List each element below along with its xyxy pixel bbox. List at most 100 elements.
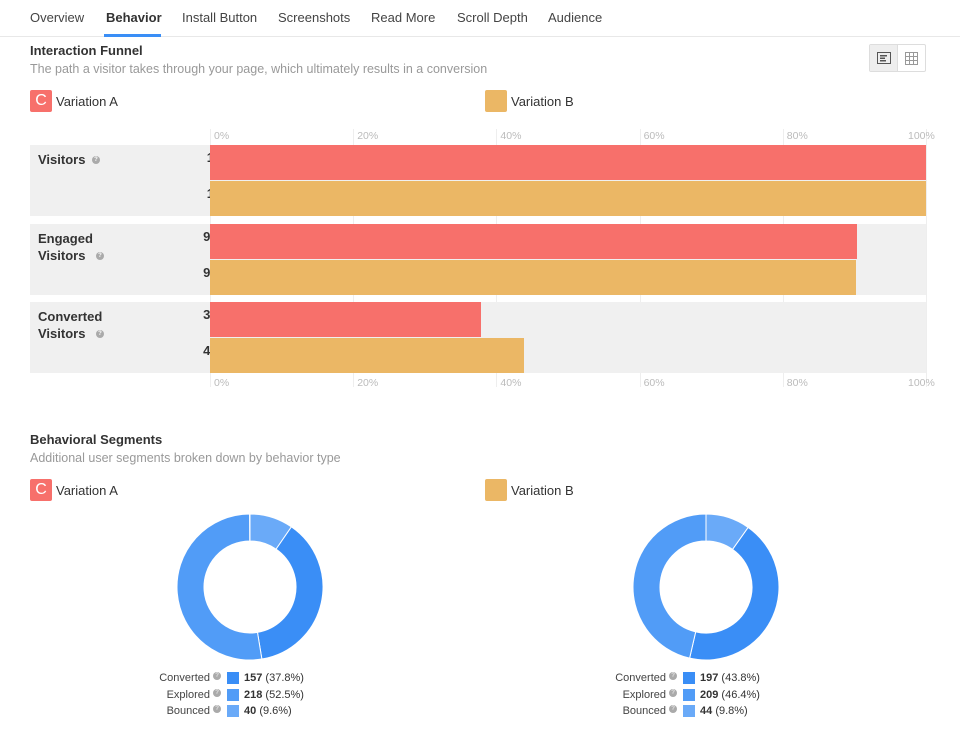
segment-count: 218 <box>244 688 263 701</box>
segment-legend: Converted? 197 (43.8%) Explored? 209 (46.4%… <box>586 670 760 720</box>
segments-subtitle: Additional user segments broken down by … <box>30 451 341 465</box>
tab-bar: Overview Behavior Install Button Screens… <box>0 0 960 37</box>
segment-count: 197 <box>700 672 719 685</box>
bar-chart-icon <box>876 52 891 64</box>
segment-swatch <box>227 672 239 685</box>
help-icon[interactable]: ? <box>213 688 221 697</box>
help-icon[interactable]: ? <box>213 705 221 714</box>
axis-tick-top: 40% <box>500 130 522 142</box>
tab-install-button[interactable]: Install Button <box>182 10 258 25</box>
help-icon[interactable]: ? <box>96 330 104 338</box>
segment-percent: (43.8%) <box>721 672 760 685</box>
segment-name: Explored <box>622 688 666 701</box>
stage-label-text: Engaged Visitors <box>38 231 93 263</box>
funnel-bar-variation-b[interactable] <box>210 260 856 295</box>
legend-label: Variation B <box>511 482 574 498</box>
donut-slice-converted[interactable] <box>256 526 324 660</box>
segment-count: 40 <box>244 705 257 718</box>
segment-legend-row: Converted? 197 (43.8%) <box>586 670 760 687</box>
funnel-subtitle: The path a visitor takes through your pa… <box>30 62 488 76</box>
axis-tick-top: 80% <box>786 130 808 142</box>
segment-name: Bounced <box>166 705 210 718</box>
segment-swatch <box>227 705 239 718</box>
variation-a-badge: C <box>30 90 52 112</box>
segment-percent: (9.8%) <box>715 705 748 718</box>
variation-a-badge: C <box>30 479 52 501</box>
axis-tick-top: 100% <box>908 130 935 142</box>
variation-b-swatch <box>485 90 507 112</box>
donut-slice-explored[interactable] <box>632 513 707 659</box>
segment-name: Converted <box>159 672 210 685</box>
segment-legend-row: Converted? 157 (37.8%) <box>130 670 304 687</box>
view-toggle <box>869 44 926 72</box>
segment-percent: (37.8%) <box>265 672 304 685</box>
legend-variation-b: Variation B <box>485 90 574 112</box>
tab-screenshots[interactable]: Screenshots <box>278 10 351 25</box>
funnel-bar-variation-a[interactable] <box>210 302 481 337</box>
help-icon[interactable]: ? <box>669 672 677 681</box>
help-icon[interactable]: ? <box>92 156 100 164</box>
segment-legend-row: Explored? 218 (52.5%) <box>130 687 304 704</box>
help-icon[interactable]: ? <box>96 252 104 260</box>
segment-percent: (46.4%) <box>721 688 760 701</box>
tab-read-more[interactable]: Read More <box>371 10 436 25</box>
segment-legend-row: Explored? 209 (46.4%) <box>586 687 760 704</box>
segment-name: Bounced <box>622 705 666 718</box>
segment-swatch <box>227 688 239 701</box>
help-icon[interactable]: ? <box>669 705 677 714</box>
segments-legend-variation-a: C Variation A <box>30 479 118 501</box>
tab-scroll-depth[interactable]: Scroll Depth <box>457 10 528 25</box>
segment-name: Explored <box>166 688 210 701</box>
active-tab-indicator <box>104 34 161 37</box>
help-icon[interactable]: ? <box>213 672 221 681</box>
stage-label: Visitors? <box>38 151 128 168</box>
funnel-bar-variation-a[interactable] <box>210 224 858 259</box>
axis-tick-bottom: 0% <box>214 377 230 389</box>
funnel-bar-variation-a[interactable] <box>210 145 926 180</box>
legend-label: Variation A <box>56 93 118 109</box>
segments-legend-variation-b: Variation B <box>485 479 574 501</box>
segments-title: Behavioral Segments <box>30 432 163 447</box>
stage-label: Converted Visitors? <box>38 308 128 342</box>
axis-tick-bottom: 80% <box>786 377 808 389</box>
segment-swatch <box>683 688 695 701</box>
axis-tick-top: 60% <box>643 130 665 142</box>
help-icon[interactable]: ? <box>669 688 677 697</box>
table-view-button[interactable] <box>898 45 925 71</box>
segment-count: 44 <box>700 705 713 718</box>
axis-tick-bottom: 20% <box>357 377 379 389</box>
segment-swatch <box>683 705 695 718</box>
legend-label: Variation B <box>511 93 574 109</box>
tab-overview[interactable]: Overview <box>30 10 85 25</box>
funnel-bar-variation-b[interactable] <box>210 338 524 373</box>
segment-count: 157 <box>244 672 263 685</box>
funnel-title: Interaction Funnel <box>30 43 143 58</box>
segment-swatch <box>683 672 695 685</box>
axis-tick-top: 20% <box>357 130 379 142</box>
segment-legend: Converted? 157 (37.8%) Explored? 218 (52.5%… <box>130 670 304 720</box>
segment-percent: (52.5%) <box>265 688 304 701</box>
tab-audience[interactable]: Audience <box>548 10 603 25</box>
axis-tick-bottom: 100% <box>908 377 935 389</box>
legend-variation-a: C Variation A <box>30 90 118 112</box>
stage-label: Engaged Visitors? <box>38 230 128 264</box>
segment-count: 209 <box>700 688 719 701</box>
segment-legend-row: Bounced? 44 (9.8%) <box>586 703 760 720</box>
segment-name: Converted <box>615 672 666 685</box>
legend-label: Variation A <box>56 482 118 498</box>
donut-slice-explored[interactable] <box>176 513 263 661</box>
variation-b-swatch <box>485 479 507 501</box>
axis-tick-bottom: 60% <box>643 377 665 389</box>
table-grid-icon <box>905 51 918 65</box>
funnel-bar-variation-b[interactable] <box>210 181 926 216</box>
stage-label-text: Visitors <box>38 152 86 167</box>
axis-tick-top: 0% <box>214 130 230 142</box>
donut-slice-converted[interactable] <box>689 526 780 661</box>
segment-percent: (9.6%) <box>259 705 292 718</box>
stage-label-text: Converted Visitors <box>38 309 103 341</box>
tab-behavior[interactable]: Behavior <box>106 10 162 25</box>
axis-tick-bottom: 40% <box>500 377 522 389</box>
bar-chart-view-button[interactable] <box>870 45 898 71</box>
